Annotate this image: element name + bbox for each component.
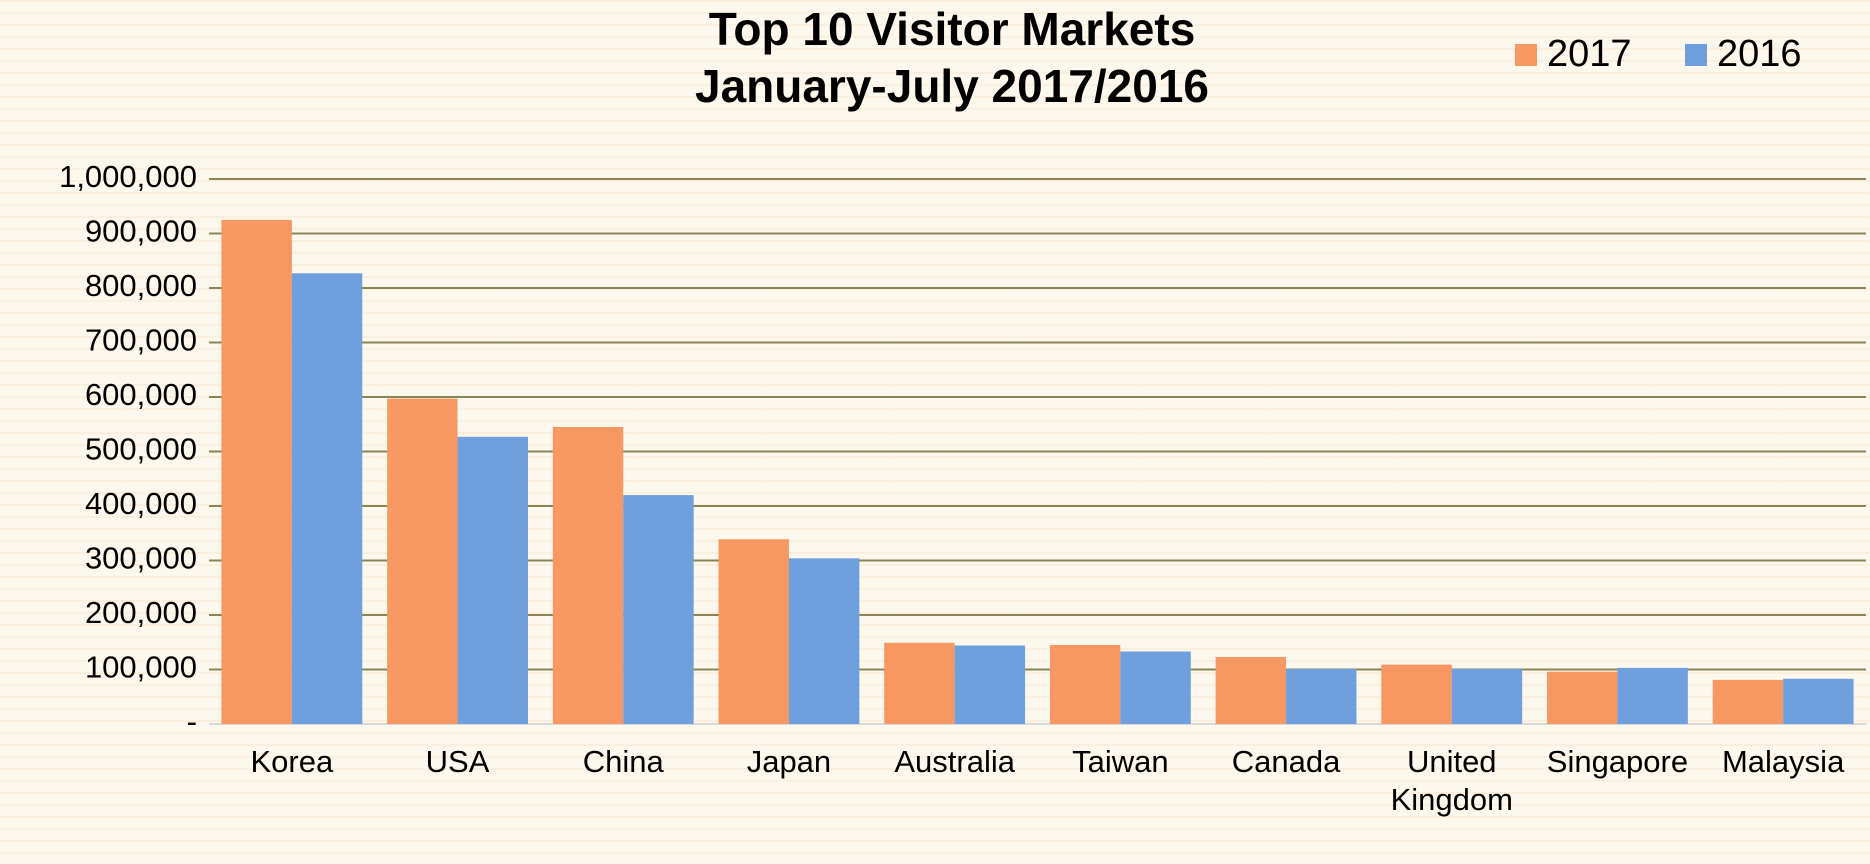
bar bbox=[552, 426, 624, 724]
bar bbox=[387, 398, 458, 724]
y-tick-label: 200,000 bbox=[85, 595, 197, 630]
y-tick-label: 700,000 bbox=[85, 323, 197, 358]
chart-subtitle: January-July 2017/2016 bbox=[695, 60, 1209, 112]
x-tick-label: Canada bbox=[1232, 744, 1341, 779]
y-tick-label: 100,000 bbox=[85, 650, 197, 685]
bar bbox=[1215, 656, 1287, 724]
x-tick-label: China bbox=[583, 744, 665, 779]
bar bbox=[1381, 664, 1452, 724]
bar bbox=[1286, 668, 1357, 724]
chart-title: Top 10 Visitor Markets bbox=[709, 3, 1196, 55]
bar bbox=[291, 273, 363, 724]
legend-label: 2017 bbox=[1547, 33, 1632, 75]
bar bbox=[457, 436, 528, 724]
x-tick-label: USA bbox=[426, 744, 490, 779]
bar bbox=[221, 219, 292, 724]
bar bbox=[1783, 678, 1854, 724]
y-tick-label: - bbox=[187, 704, 197, 739]
bar bbox=[1049, 644, 1121, 724]
x-tick-label: Taiwan bbox=[1072, 744, 1169, 779]
bar bbox=[1451, 668, 1523, 724]
legend-label: 2016 bbox=[1717, 33, 1802, 75]
y-tick-label: 800,000 bbox=[85, 268, 197, 303]
bar bbox=[1547, 671, 1618, 724]
bar bbox=[1712, 679, 1784, 724]
x-tick-label: Singapore bbox=[1547, 744, 1688, 779]
bar bbox=[884, 642, 955, 724]
bar bbox=[1120, 651, 1191, 724]
x-tick-label: Malaysia bbox=[1722, 744, 1845, 779]
bar bbox=[1617, 667, 1688, 724]
x-tick-label: Korea bbox=[250, 744, 333, 779]
y-tick-label: 300,000 bbox=[85, 541, 197, 576]
x-tick-label: Japan bbox=[747, 744, 831, 779]
bar bbox=[954, 645, 1026, 724]
y-tick-label: 500,000 bbox=[85, 432, 197, 467]
y-tick-label: 900,000 bbox=[85, 214, 197, 249]
y-tick-label: 600,000 bbox=[85, 377, 197, 412]
bar bbox=[623, 495, 694, 724]
legend-swatch bbox=[1515, 44, 1537, 66]
legend-swatch bbox=[1685, 44, 1707, 66]
bar bbox=[788, 558, 860, 724]
x-tick-label: Australia bbox=[894, 744, 1015, 779]
y-tick-label: 1,000,000 bbox=[59, 159, 197, 194]
y-tick-label: 400,000 bbox=[85, 486, 197, 521]
bar bbox=[718, 539, 789, 724]
x-tick-label: United Kingdom bbox=[1391, 744, 1513, 817]
